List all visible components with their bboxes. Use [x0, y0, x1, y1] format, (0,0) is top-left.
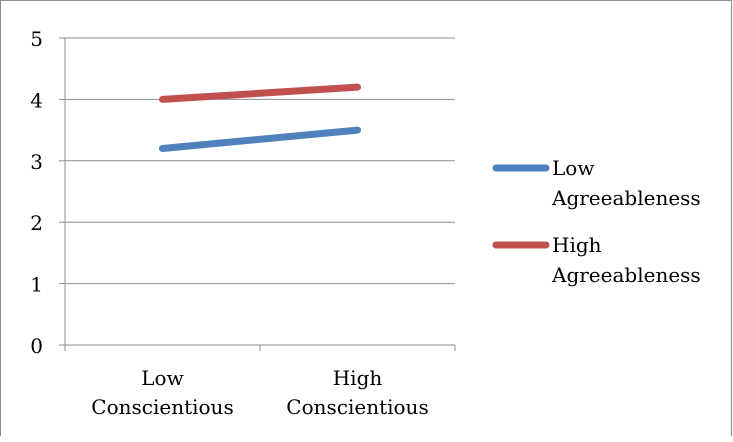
gridlines: [65, 38, 455, 284]
y-tick-label: 0: [30, 334, 43, 358]
legend-label-line: Agreeableness: [551, 263, 701, 287]
legend: Low Agreeableness High Agreeableness: [496, 156, 701, 287]
legend-label-line: Agreeableness: [551, 186, 701, 210]
x-tick-labels: Low Conscientious High Conscientious: [91, 366, 428, 419]
y-tick-label: 5: [30, 27, 43, 51]
x-tick-label-line: Conscientious: [286, 395, 428, 419]
legend-label: Low Agreeableness: [551, 156, 701, 210]
series-line-low-agreeableness: [163, 130, 358, 148]
legend-label: High Agreeableness: [551, 233, 701, 287]
legend-label-line: Low: [552, 156, 594, 180]
legend-label-line: High: [552, 233, 602, 257]
y-tick-label: 2: [30, 211, 43, 235]
x-tick-label: High Conscientious: [286, 366, 428, 419]
y-tick-labels: 0 1 2 3 4 5: [30, 27, 43, 358]
y-tick-label: 3: [30, 150, 43, 174]
x-tick-label-line: High: [333, 366, 383, 390]
series-lines: [162, 87, 357, 149]
x-tick-label-line: Conscientious: [91, 395, 233, 419]
series-line-high-agreeableness: [163, 87, 358, 99]
y-tick-label: 1: [30, 273, 43, 297]
y-tick-label: 4: [30, 88, 43, 112]
x-tick-label-line: Low: [141, 366, 183, 390]
x-tick-label: Low Conscientious: [91, 366, 233, 419]
axes: [59, 38, 455, 351]
